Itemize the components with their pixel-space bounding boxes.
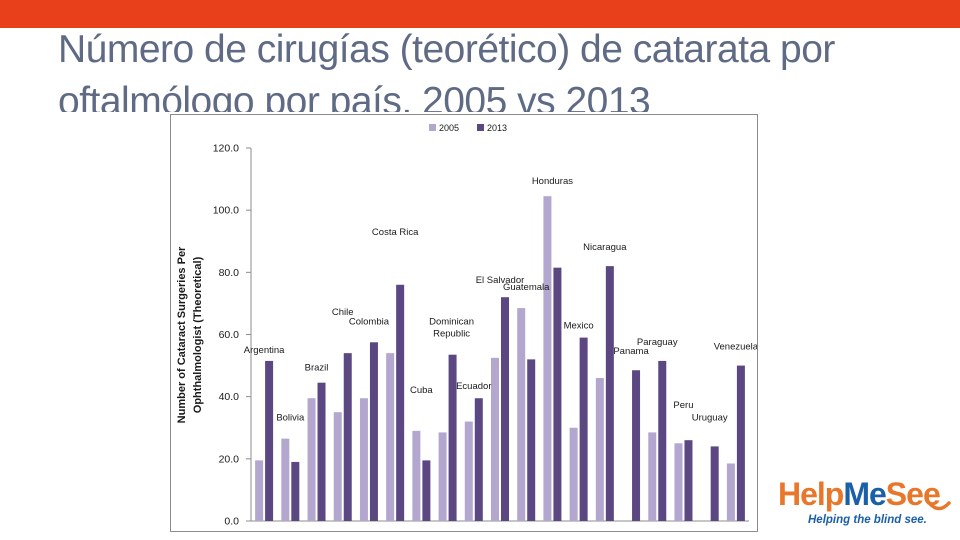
bar-2005 xyxy=(491,357,499,521)
y-tick-label: 120.0 xyxy=(213,143,239,155)
bar-2005 xyxy=(386,353,395,521)
logo-word-help: Help xyxy=(778,476,844,512)
bar-2013 xyxy=(474,398,483,521)
y-tick-label: 60.0 xyxy=(219,329,240,341)
bar-2013 xyxy=(710,446,719,521)
y-tick-label: 0.0 xyxy=(224,516,239,528)
bar-2005 xyxy=(333,412,342,521)
bar-2013 xyxy=(291,461,300,521)
bar-2005 xyxy=(595,378,604,521)
bar-2005 xyxy=(438,432,447,521)
bar-2005 xyxy=(517,308,526,521)
legend-swatch-2013 xyxy=(477,124,484,131)
y-tick-label: 40.0 xyxy=(219,391,240,403)
logo-wordmark: HelpMeSee xyxy=(778,476,941,512)
category-label: Costa Rica xyxy=(372,227,419,238)
top-accent-bar xyxy=(0,0,960,28)
category-label: Bolivia xyxy=(276,413,305,424)
category-label: Chile xyxy=(332,307,354,318)
bar-2005 xyxy=(674,443,683,521)
chart-frame: 0.0 20.0 40.0 60.0 80.0 100.0 120.0 Number of C… xyxy=(170,114,758,532)
bar-2013 xyxy=(265,360,274,521)
bar-2005 xyxy=(412,430,421,521)
bar-2005 xyxy=(464,421,473,521)
y-axis-title-line-2: Ophthalmologist (Theoretical) xyxy=(192,256,204,413)
legend-label-2005: 2005 xyxy=(439,123,459,133)
category-label: Argentina xyxy=(244,345,285,356)
category-label: Venezuela xyxy=(714,342,757,353)
category-label: Cuba xyxy=(410,385,433,396)
smile-icon xyxy=(927,501,951,511)
bar-2013 xyxy=(553,267,562,521)
category-label: Panama xyxy=(613,346,649,357)
category-label: Honduras xyxy=(532,176,573,187)
category-label: El Salvador xyxy=(476,275,525,286)
category-label: Ecuador xyxy=(456,381,491,392)
bar-2005 xyxy=(569,427,578,521)
category-label: Dominican Republic xyxy=(429,317,474,340)
logo-word-me: Me xyxy=(843,476,886,512)
bar-2013 xyxy=(579,337,588,521)
bar-2013 xyxy=(422,460,431,521)
category-label: Paraguay xyxy=(637,337,678,348)
category-label: Brazil xyxy=(305,363,329,374)
bar-2013 xyxy=(343,353,352,521)
legend-swatch-2005 xyxy=(429,124,436,131)
bar-2013 xyxy=(605,266,614,521)
bar-2005 xyxy=(281,438,290,521)
category-label: Peru xyxy=(673,400,693,411)
bar-2013 xyxy=(736,365,745,521)
bar-2005 xyxy=(648,432,657,521)
category-label: Mexico xyxy=(564,321,594,332)
bar-2005 xyxy=(726,463,735,521)
bar-2005 xyxy=(543,196,552,521)
legend-label-2013: 2013 xyxy=(487,123,507,133)
bar-2013 xyxy=(684,440,693,521)
y-axis-title-line-1: Number of Cataract Surgeries Per xyxy=(176,246,188,423)
bar-2005 xyxy=(307,398,316,521)
bar-chart: 0.0 20.0 40.0 60.0 80.0 100.0 120.0 Number of C… xyxy=(176,123,757,528)
category-label: Uruguay xyxy=(692,412,728,423)
category-label: Nicaragua xyxy=(583,242,627,253)
bar-2005 xyxy=(359,398,368,521)
category-label: Colombia xyxy=(349,316,390,327)
bar-2013 xyxy=(658,360,667,521)
y-tick-label: 80.0 xyxy=(219,267,240,279)
category-label: Guatemala xyxy=(503,282,550,293)
bar-2013 xyxy=(369,342,378,521)
bar-2013 xyxy=(527,359,536,521)
bar-2013 xyxy=(396,284,405,521)
bar-2013 xyxy=(632,370,641,521)
bar-2013 xyxy=(501,297,509,521)
slide-title: Número de cirugías (teorético) de catara… xyxy=(58,28,835,112)
bar-2013 xyxy=(317,382,326,521)
y-tick-label: 20.0 xyxy=(219,453,240,465)
bar-2013 xyxy=(448,354,457,521)
logo-tagline: Helping the blind see. xyxy=(808,514,927,526)
helpmesee-logo: HelpMeSee Helping the blind see. xyxy=(778,476,954,532)
bar-2005 xyxy=(255,460,264,521)
y-tick-label: 100.0 xyxy=(213,205,239,217)
